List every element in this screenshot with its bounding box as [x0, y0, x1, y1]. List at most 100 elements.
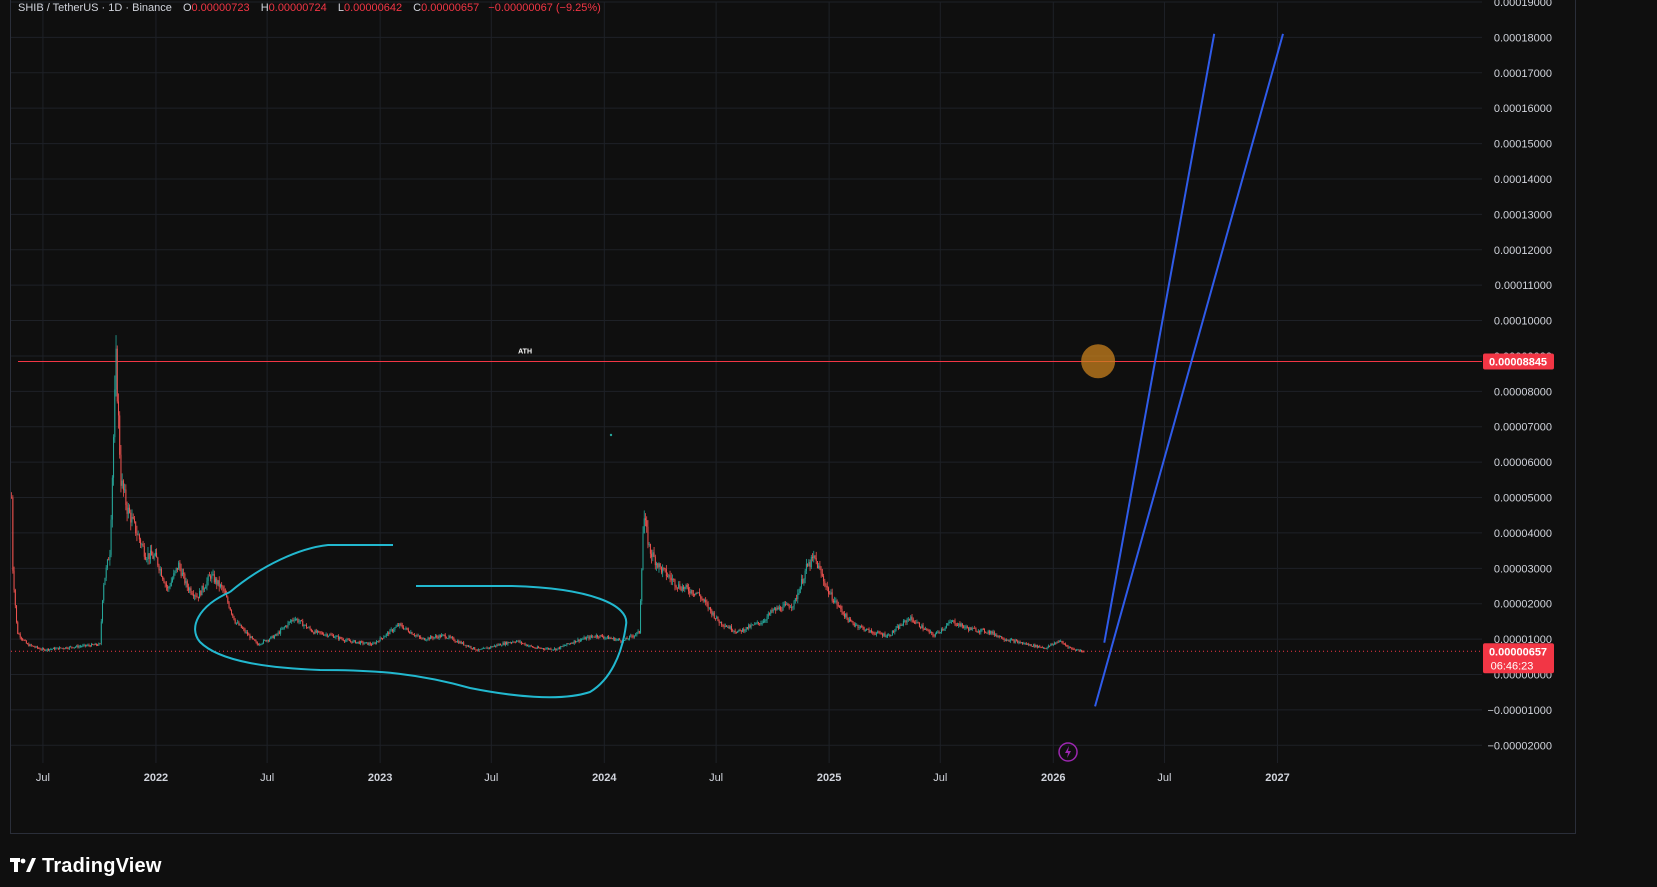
- candle-body: [1008, 640, 1010, 642]
- candle-body: [843, 613, 845, 617]
- candle: [507, 641, 509, 646]
- candle-body: [1036, 644, 1038, 648]
- candle: [158, 563, 160, 574]
- candle-body: [990, 631, 992, 634]
- candle: [36, 645, 38, 650]
- candle: [375, 639, 377, 645]
- candle: [609, 636, 611, 640]
- candle: [884, 631, 886, 638]
- candle: [627, 638, 629, 641]
- candle-body: [481, 648, 483, 650]
- candle-body: [280, 629, 282, 634]
- candle: [965, 624, 967, 630]
- candle-body: [398, 625, 400, 626]
- candle-body: [724, 626, 726, 627]
- candle-body: [1018, 642, 1020, 643]
- symbol-title[interactable]: SHIB / TetherUS · 1D · Binance: [18, 2, 172, 14]
- candle-body: [19, 634, 21, 638]
- candle: [632, 634, 634, 639]
- candle: [239, 623, 241, 626]
- candle: [228, 601, 230, 609]
- candle-body: [998, 635, 1000, 638]
- candle-body: [651, 553, 653, 558]
- candle-body: [320, 632, 322, 634]
- brand-footer[interactable]: TradingView: [10, 848, 162, 884]
- candle-body: [821, 573, 823, 576]
- candle: [759, 623, 761, 626]
- candle: [576, 641, 578, 643]
- candle: [63, 648, 65, 650]
- candle: [229, 607, 231, 611]
- candle-body: [942, 629, 944, 630]
- candle: [726, 625, 728, 627]
- candle: [165, 581, 167, 591]
- candle: [606, 635, 608, 640]
- candle: [803, 578, 805, 586]
- symbol-legend[interactable]: SHIB / TetherUS · 1D · Binance O0.000007…: [18, 2, 601, 14]
- last-price-tag-label: 0.00000657: [1489, 646, 1547, 658]
- candle-body: [230, 610, 232, 614]
- candle-body: [754, 623, 756, 625]
- candle: [970, 627, 972, 630]
- candle-body: [750, 625, 752, 628]
- candle-body: [590, 636, 592, 637]
- candle-body: [755, 623, 757, 625]
- candle: [481, 647, 483, 650]
- candle-body: [632, 636, 634, 638]
- candle-body: [956, 625, 958, 627]
- candle-body: [368, 643, 370, 645]
- candle: [1012, 638, 1014, 641]
- low-label: L: [337, 2, 344, 14]
- candle-body: [544, 648, 546, 650]
- candle-body: [511, 642, 513, 644]
- candle-body: [276, 634, 278, 635]
- y-tick-label: 0.00006000: [1494, 457, 1552, 469]
- candle: [882, 632, 884, 638]
- chart-frame[interactable]: [10, 0, 1576, 834]
- candle: [883, 632, 885, 637]
- candle: [694, 593, 696, 597]
- candle: [500, 643, 502, 646]
- candle-body: [841, 608, 843, 613]
- candle-body: [912, 619, 914, 623]
- candle: [141, 542, 143, 549]
- candle-body: [802, 579, 804, 584]
- candle: [454, 639, 456, 644]
- candle-body: [309, 627, 311, 630]
- candle-body: [637, 631, 639, 633]
- candle: [728, 625, 730, 629]
- candle: [383, 635, 385, 639]
- candle-body: [613, 637, 615, 639]
- candle: [735, 631, 737, 634]
- candle: [251, 635, 253, 640]
- candle: [271, 635, 273, 639]
- candle-body: [27, 643, 29, 645]
- candle: [121, 473, 123, 489]
- candle-body: [188, 587, 190, 591]
- candle-body: [412, 634, 414, 636]
- candle: [482, 646, 484, 649]
- candle-body: [605, 637, 607, 639]
- candle-body: [13, 570, 15, 590]
- candle: [206, 577, 208, 591]
- candle-body: [443, 634, 445, 636]
- candle-body: [132, 517, 134, 519]
- candle: [173, 569, 175, 580]
- candle-body: [1052, 643, 1054, 645]
- candle: [800, 574, 802, 590]
- candle-body: [490, 646, 492, 648]
- candle: [792, 606, 794, 611]
- candle: [205, 584, 207, 589]
- candle: [906, 617, 908, 625]
- candle: [366, 641, 368, 644]
- candle: [826, 581, 828, 592]
- candle: [328, 635, 330, 638]
- candle-body: [647, 526, 649, 545]
- candle: [848, 616, 850, 623]
- x-tick-label: 2026: [1041, 772, 1065, 784]
- candle: [895, 625, 897, 632]
- candle: [527, 644, 529, 647]
- candle: [449, 634, 451, 639]
- candle: [873, 631, 875, 636]
